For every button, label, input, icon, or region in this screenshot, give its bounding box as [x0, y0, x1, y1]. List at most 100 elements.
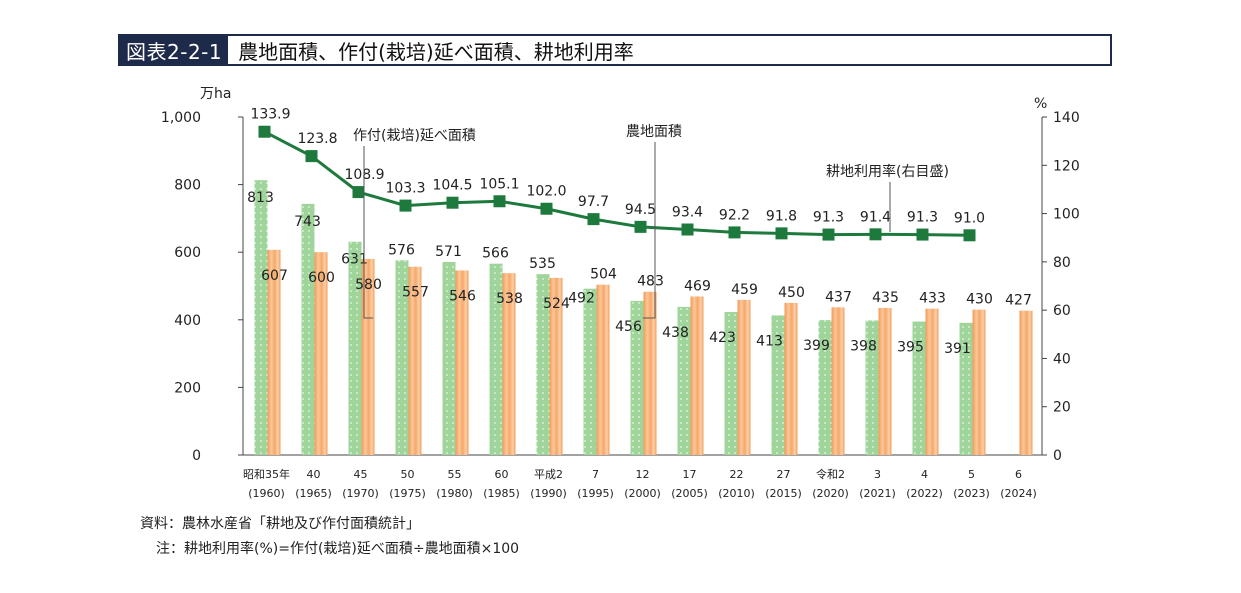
x-tick-label-year: (1965)	[295, 487, 332, 500]
planted-area-value-label: 524	[543, 296, 570, 312]
left-tick-label: 1,000	[161, 110, 201, 126]
notes: 資料：農林水産省「耕地及び作付面積統計」 注：耕地利用率(%)=作付(栽培)延べ…	[140, 512, 519, 562]
farmland-leader-line	[643, 142, 656, 319]
formula-note: 注：耕地利用率(%)=作付(栽培)延べ面積÷農地面積×100	[156, 541, 520, 557]
planted-area-value-label: 459	[731, 282, 758, 298]
farmland-value-label: 571	[435, 244, 462, 260]
utilization-value-label: 91.8	[766, 208, 797, 224]
planted-area-bar	[878, 307, 892, 455]
right-axis-unit: %	[1034, 96, 1047, 112]
farmland-value-label: 492	[568, 291, 595, 307]
x-tick-label-year: (2022)	[906, 487, 943, 500]
left-axis-unit: 万ha	[200, 86, 231, 102]
x-tick-label-year: (1980)	[436, 487, 473, 500]
utilization-marker	[540, 202, 553, 215]
planted-area-series-label: 作付(栽培)延べ面積	[353, 128, 476, 144]
x-tick-label-year: (1960)	[248, 487, 285, 500]
planted-area-bar	[455, 270, 469, 455]
x-tick-label-year: (2020)	[812, 487, 849, 500]
right-tick-label: 60	[1053, 303, 1071, 319]
utilization-marker	[305, 150, 318, 163]
planted-area-bar	[596, 284, 610, 455]
farmland-value-label: 395	[897, 339, 924, 355]
farmland-value-label: 631	[341, 252, 368, 268]
x-tick-label-era: 4	[921, 468, 928, 481]
farmland-bar	[865, 320, 879, 455]
planted-area-value-label: 469	[684, 278, 711, 294]
planted-area-value-label: 450	[778, 285, 805, 301]
farmland-bar	[630, 300, 644, 455]
farmland-value-label: 566	[482, 246, 509, 262]
utilization-marker	[587, 213, 600, 226]
utilization-marker	[399, 199, 412, 212]
farmland-value-label: 535	[529, 256, 556, 272]
x-tick-label-era: 令和2	[816, 467, 845, 481]
farmland-bar	[442, 262, 456, 455]
x-tick-label-era: 3	[874, 468, 881, 481]
x-tick-label-year: (2015)	[765, 487, 802, 500]
x-tick-label-era: 50	[401, 468, 415, 481]
planted-area-value-label: 427	[1005, 293, 1032, 309]
x-tick-label-era: 40	[307, 468, 321, 481]
x-tick-label-era: 27	[777, 468, 791, 481]
farmland-value-label: 813	[247, 190, 274, 206]
utilization-line-layer	[258, 125, 976, 242]
farmland-bar	[395, 260, 409, 455]
x-tick-label-era: 昭和35年	[243, 467, 290, 481]
x-tick-label-era: 55	[448, 468, 462, 481]
left-tick-label: 400	[174, 313, 201, 329]
planted-area-value-label: 483	[637, 274, 664, 290]
data-labels: 813 607 743 600 631 580 576 557 571 546 566 538 535 5…	[247, 107, 1032, 357]
x-tick-label-era: 12	[636, 468, 650, 481]
right-tick-label: 80	[1053, 255, 1071, 271]
utilization-value-label: 105.1	[479, 176, 519, 192]
planted-area-value-label: 600	[308, 270, 335, 286]
farmland-value-label: 576	[388, 242, 415, 258]
utilization-marker	[869, 228, 882, 241]
farmland-value-label: 423	[709, 330, 736, 346]
farmland-value-label: 456	[615, 319, 642, 335]
right-tick-label: 40	[1053, 351, 1071, 367]
farmland-value-label: 743	[294, 214, 321, 230]
chart-title: 農地面積、作付(栽培)延べ面積、耕地利用率	[238, 39, 634, 64]
left-tick-label: 200	[174, 380, 201, 396]
x-tick-label-year: (1975)	[389, 487, 426, 500]
utilization-value-label: 91.3	[907, 210, 938, 226]
x-tick-label-year: (1990)	[530, 487, 567, 500]
x-tick-label-year: (2024)	[1000, 487, 1037, 500]
planted-area-bar	[925, 308, 939, 455]
x-tick-label-era: 7	[592, 468, 599, 481]
left-tick-label: 600	[174, 245, 201, 261]
farmland-bar	[818, 320, 832, 455]
farmland-value-label: 413	[756, 333, 783, 349]
farmland-series-label: 農地面積	[626, 124, 682, 140]
utilization-value-label: 97.7	[578, 194, 609, 210]
x-tick-label-year: (1985)	[483, 487, 520, 500]
x-tick-label-era: 60	[495, 468, 509, 481]
right-tick-label: 100	[1053, 207, 1080, 223]
utilization-value-label: 91.3	[813, 210, 844, 226]
utilization-value-label: 94.5	[625, 202, 656, 218]
farmland-bar	[959, 322, 973, 455]
farmland-bar	[536, 274, 550, 455]
planted-area-value-label: 546	[449, 288, 476, 304]
planted-area-leader-line	[363, 146, 373, 319]
right-tick-label: 20	[1053, 400, 1071, 416]
right-tick-label: 120	[1053, 158, 1080, 174]
x-tick-label-era: 17	[683, 468, 697, 481]
farmland-bar	[301, 203, 315, 455]
x-tick-label-era: 6	[1015, 468, 1022, 481]
axes-group: 0 200 400 600 800 1,000 0 20 40 60 80 100 120 140 万ha%…	[161, 86, 1080, 500]
farmland-value-label: 398	[850, 338, 877, 354]
utilization-value-label: 92.2	[719, 207, 750, 223]
planted-area-value-label: 538	[496, 291, 523, 307]
planted-area-bar	[784, 302, 798, 455]
utilization-value-label: 91.4	[860, 209, 891, 225]
utilization-marker	[963, 229, 976, 242]
planted-area-value-label: 504	[590, 267, 617, 283]
farmland-bar	[254, 180, 268, 455]
planted-area-value-label: 435	[872, 290, 899, 306]
chart-title-box: 図表2-2-1 農地面積、作付(栽培)延べ面積、耕地利用率	[118, 34, 1112, 66]
right-tick-label: 140	[1053, 110, 1080, 126]
